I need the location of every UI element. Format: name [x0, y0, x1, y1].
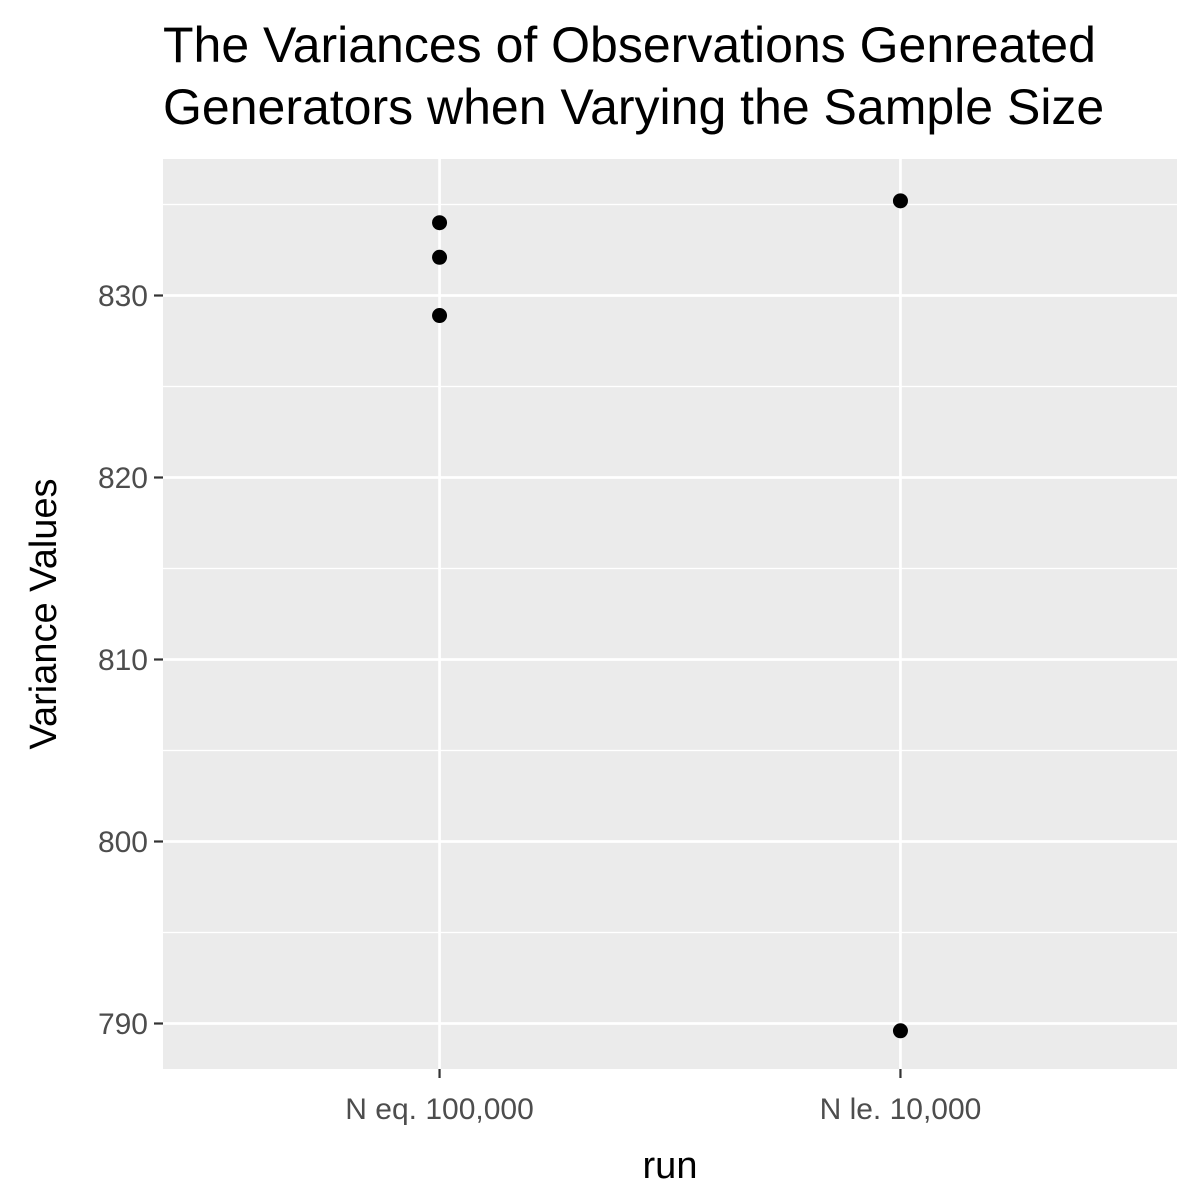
grid-major [163, 159, 1177, 1069]
x-axis-title: run [643, 1145, 698, 1187]
y-tick-label: 820 [98, 462, 148, 495]
axis-ticks [154, 294, 902, 1078]
data-points [432, 193, 908, 1039]
data-point [892, 1023, 908, 1039]
y-axis-tick-labels: 790 800 810 820 830 [98, 280, 148, 1041]
y-axis-title: Variance Values [23, 478, 65, 749]
data-point [432, 249, 448, 265]
x-axis-tick-labels: N eq. 100,000 N le. 10,000 [345, 1093, 981, 1126]
data-point [892, 193, 908, 209]
plot-panel [163, 159, 1177, 1069]
chart-title: The Variances of Observations Genreated … [163, 17, 1104, 135]
grid-minor [163, 203, 1177, 934]
y-tick-label: 790 [98, 1008, 148, 1041]
data-point [432, 215, 448, 231]
y-tick-label: 800 [98, 826, 148, 859]
data-point [432, 308, 448, 324]
x-tick-label: N le. 10,000 [820, 1093, 982, 1126]
chart-title-line-2: Generators when Varying the Sample Size [163, 79, 1104, 135]
chart-title-line-1: The Variances of Observations Genreated [163, 17, 1096, 73]
x-tick-label: N eq. 100,000 [345, 1093, 533, 1126]
y-tick-label: 810 [98, 644, 148, 677]
y-tick-label: 830 [98, 280, 148, 313]
